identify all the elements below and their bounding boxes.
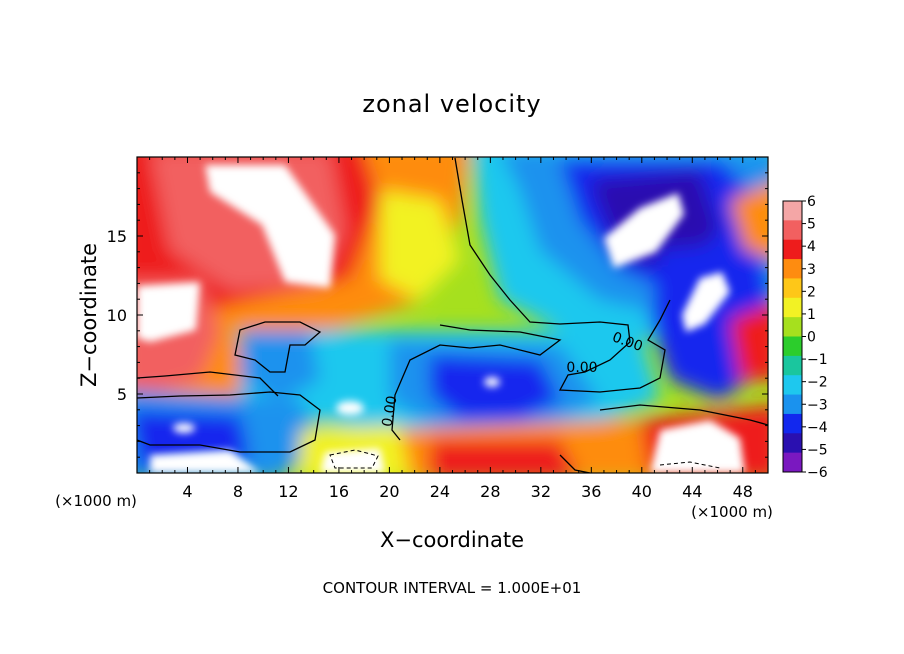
colorbar-label: −6 [807,465,828,481]
colorbar-label: 0 [807,330,816,346]
zero-contour-lines [137,157,768,473]
x-tick-label: 4 [182,482,192,501]
colorbar-swatch [783,433,802,454]
colorbar-label: −2 [807,375,828,391]
colorbar-label: 1 [807,307,816,323]
colorbar-swatch [783,375,802,396]
y-tick-labels: 5 10 15 [107,227,127,404]
x-tick-label: 32 [531,482,551,501]
colorbar-label: 4 [807,239,816,255]
contour-label: 0.00 [566,360,597,376]
x-unit-label: (×1000 m) [55,492,137,510]
colorbar-swatch [783,201,802,221]
colorbar-label: 2 [807,284,816,300]
colorbar-label: −5 [807,442,828,458]
y-axis-label: Z−coordinate [77,243,101,387]
colorbar-label: −4 [807,420,828,436]
x-axis-label: X−coordinate [380,528,524,552]
y-tick-label: 10 [107,306,127,325]
colorbar-label: 5 [807,217,816,233]
x-tick-label: 12 [278,482,298,501]
negative-contour-lines [329,449,721,469]
colorbar-swatch [783,355,802,376]
x-tick-label: 48 [733,482,753,501]
contour-interval-note: CONTOUR INTERVAL = 1.000E+01 [323,579,582,597]
x-tick-label: 20 [379,482,399,501]
z-unit-label: (×1000 m) [691,503,773,521]
colorbar-swatch [783,452,802,473]
colorbar-label: 6 [807,194,816,210]
colorbar-label: 3 [807,262,816,278]
x-tick-label: 40 [632,482,652,501]
x-tick-labels: 4 8 12 16 20 24 28 32 36 40 44 48 [182,482,753,501]
heatmap-field [137,157,768,473]
colorbar-swatch [783,413,802,434]
x-tick-label: 8 [233,482,243,501]
colorbar: 6 5 4 3 2 1 0 −1 −2 −3 −4 −5 −6 [782,194,828,481]
y-tick-label: 15 [107,227,127,246]
colorbar-swatch [783,336,802,357]
x-tick-label: 44 [682,482,702,501]
colorbar-swatch [783,394,802,415]
colorbar-swatch [783,297,802,318]
colorbar-swatch [783,220,802,241]
colorbar-label: −3 [807,397,828,413]
colorbar-label: −1 [807,352,828,368]
colorbar-swatch [783,259,802,279]
contour-label: 0.00 [379,395,400,428]
x-tick-label: 24 [430,482,450,501]
chart-title: zonal velocity [362,90,541,118]
x-tick-label: 16 [329,482,349,501]
colorbar-swatch [783,239,802,260]
y-tick-label: 5 [117,385,127,404]
axis-ticks [137,157,768,473]
colorbar-swatch [783,278,802,299]
x-tick-label: 28 [480,482,500,501]
colorbar-swatch [783,317,802,337]
x-tick-label: 36 [581,482,601,501]
